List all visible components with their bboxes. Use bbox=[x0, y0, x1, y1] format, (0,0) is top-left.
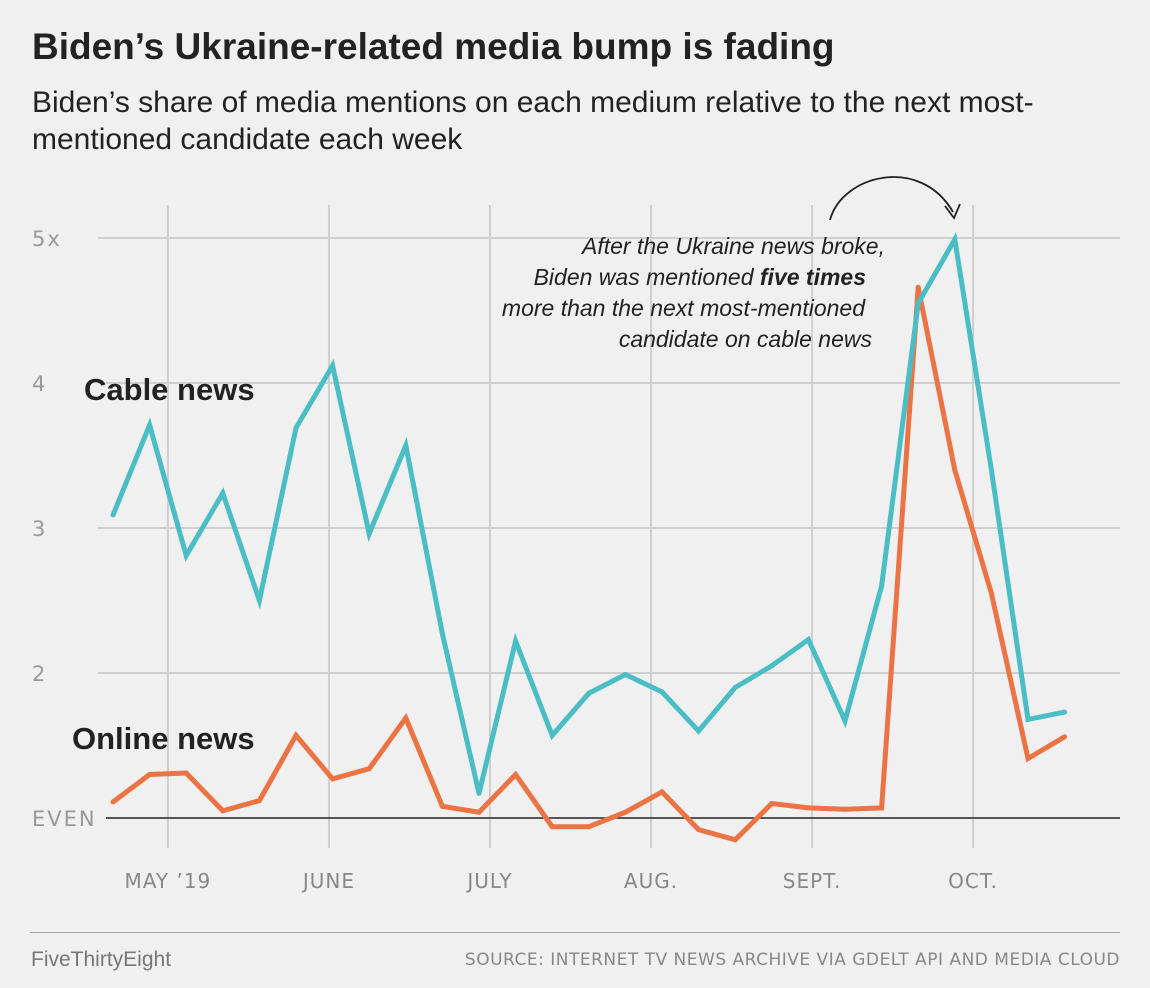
cable-news-point bbox=[586, 690, 592, 696]
online-news-point bbox=[805, 805, 811, 811]
x-tick-label: MAY ’19 bbox=[125, 869, 212, 893]
x-axis-ticks: MAY ’19 JUNE JULY AUG. SEPT. OCT. bbox=[125, 869, 998, 893]
annotation-line-2: Biden was mentioned five times bbox=[534, 264, 866, 290]
annotation-line-1: After the Ukraine news broke, bbox=[580, 233, 885, 259]
cable-news-point bbox=[805, 637, 811, 643]
annotation-line-2-text: Biden was mentioned bbox=[534, 264, 760, 290]
annotation: After the Ukraine news broke, Biden was … bbox=[502, 176, 961, 352]
line-chart: EVEN 2 3 4 5x MAY ’19 JUNE JULY AUG. SEPT. OCT. C… bbox=[32, 176, 1120, 893]
x-tick-label: JUNE bbox=[301, 869, 355, 893]
online-news-point bbox=[110, 799, 116, 805]
y-tick-label: 4 bbox=[32, 372, 47, 396]
series-lines bbox=[110, 232, 1068, 843]
x-tick-label: JULY bbox=[465, 869, 512, 893]
y-tick-label: 3 bbox=[32, 517, 47, 541]
cable-news-point bbox=[1025, 716, 1031, 722]
cable-news-point bbox=[183, 553, 189, 558]
chart-title: Biden’s Ukraine-related media bump is fa… bbox=[32, 26, 835, 67]
online-news-point bbox=[183, 770, 189, 776]
annotation-arrow bbox=[829, 176, 954, 221]
cable-news-point bbox=[732, 685, 738, 690]
online-news-point bbox=[476, 809, 482, 815]
online-news-point bbox=[696, 827, 702, 833]
brand-logo-text: FiveThirtyEight bbox=[31, 948, 172, 971]
online-news-line bbox=[111, 286, 1066, 843]
cable-news-point bbox=[403, 442, 409, 448]
cable-news-point bbox=[147, 422, 153, 428]
y-axis-ticks: EVEN 2 3 4 5x bbox=[32, 227, 97, 831]
online-news-point bbox=[879, 805, 885, 811]
cable-news-point bbox=[476, 790, 482, 796]
online-news-point bbox=[659, 789, 665, 795]
x-tick-label: AUG. bbox=[624, 869, 678, 893]
online-news-series bbox=[110, 284, 1068, 843]
cable-news-label: Cable news bbox=[84, 372, 255, 407]
y-tick-label: 2 bbox=[32, 662, 47, 686]
cable-news-line bbox=[110, 232, 1066, 794]
cable-news-point bbox=[842, 718, 848, 724]
online-news-point bbox=[549, 824, 555, 830]
online-news-label: Online news bbox=[72, 721, 255, 756]
online-news-point bbox=[293, 732, 299, 738]
cable-news-point bbox=[696, 728, 702, 734]
cable-news-series bbox=[110, 232, 1068, 796]
chart-subtitle: Biden’s share of media mentions on each … bbox=[32, 86, 1034, 156]
x-tick-label: OCT. bbox=[948, 869, 998, 893]
online-news-point bbox=[513, 772, 519, 777]
footer-divider bbox=[30, 932, 1120, 933]
cable-news-point bbox=[879, 583, 885, 589]
cable-news-point bbox=[769, 663, 775, 669]
cable-news-point bbox=[915, 300, 921, 306]
online-news-point bbox=[586, 824, 592, 830]
online-news-point bbox=[842, 806, 848, 812]
cable-news-point bbox=[330, 363, 336, 369]
online-news-point bbox=[147, 772, 153, 777]
online-news-point bbox=[915, 284, 921, 290]
online-news-point bbox=[732, 837, 738, 843]
cable-news-point bbox=[220, 490, 226, 496]
source-note: SOURCE: INTERNET TV NEWS ARCHIVE VIA GDE… bbox=[464, 950, 1120, 970]
online-news-point bbox=[330, 776, 336, 782]
cable-news-point bbox=[110, 512, 116, 518]
cable-news-point bbox=[659, 689, 665, 695]
vertical-gridlines bbox=[166, 205, 975, 848]
cable-news-point bbox=[622, 672, 628, 677]
cable-news-point bbox=[366, 531, 372, 537]
y-tick-label: EVEN bbox=[32, 807, 97, 831]
cable-news-point bbox=[988, 467, 994, 473]
cable-news-point bbox=[293, 425, 299, 431]
annotation-emphasis: five times bbox=[760, 264, 866, 290]
online-news-point bbox=[622, 809, 628, 815]
online-news-point bbox=[1062, 734, 1068, 740]
annotation-line-3: more than the next most-mentioned bbox=[502, 295, 866, 321]
cable-news-point bbox=[549, 732, 555, 738]
cable-news-point bbox=[256, 598, 262, 603]
x-tick-label: SEPT. bbox=[783, 869, 842, 893]
cable-news-point bbox=[1062, 709, 1068, 715]
online-news-point bbox=[256, 798, 262, 804]
cable-news-point bbox=[952, 236, 958, 242]
annotation-line-4: candidate on cable news bbox=[619, 326, 873, 352]
online-news-point bbox=[366, 766, 372, 772]
annotation-arrowhead bbox=[944, 203, 961, 220]
y-tick-label: 5x bbox=[32, 227, 62, 251]
online-news-point bbox=[1025, 756, 1031, 761]
cable-news-point bbox=[439, 631, 445, 637]
online-news-point bbox=[988, 590, 994, 596]
online-news-point bbox=[439, 803, 445, 809]
online-news-point bbox=[769, 801, 775, 806]
online-news-point bbox=[952, 467, 958, 473]
online-news-point bbox=[220, 808, 226, 814]
cable-news-point bbox=[513, 638, 519, 644]
online-news-point bbox=[403, 715, 409, 721]
